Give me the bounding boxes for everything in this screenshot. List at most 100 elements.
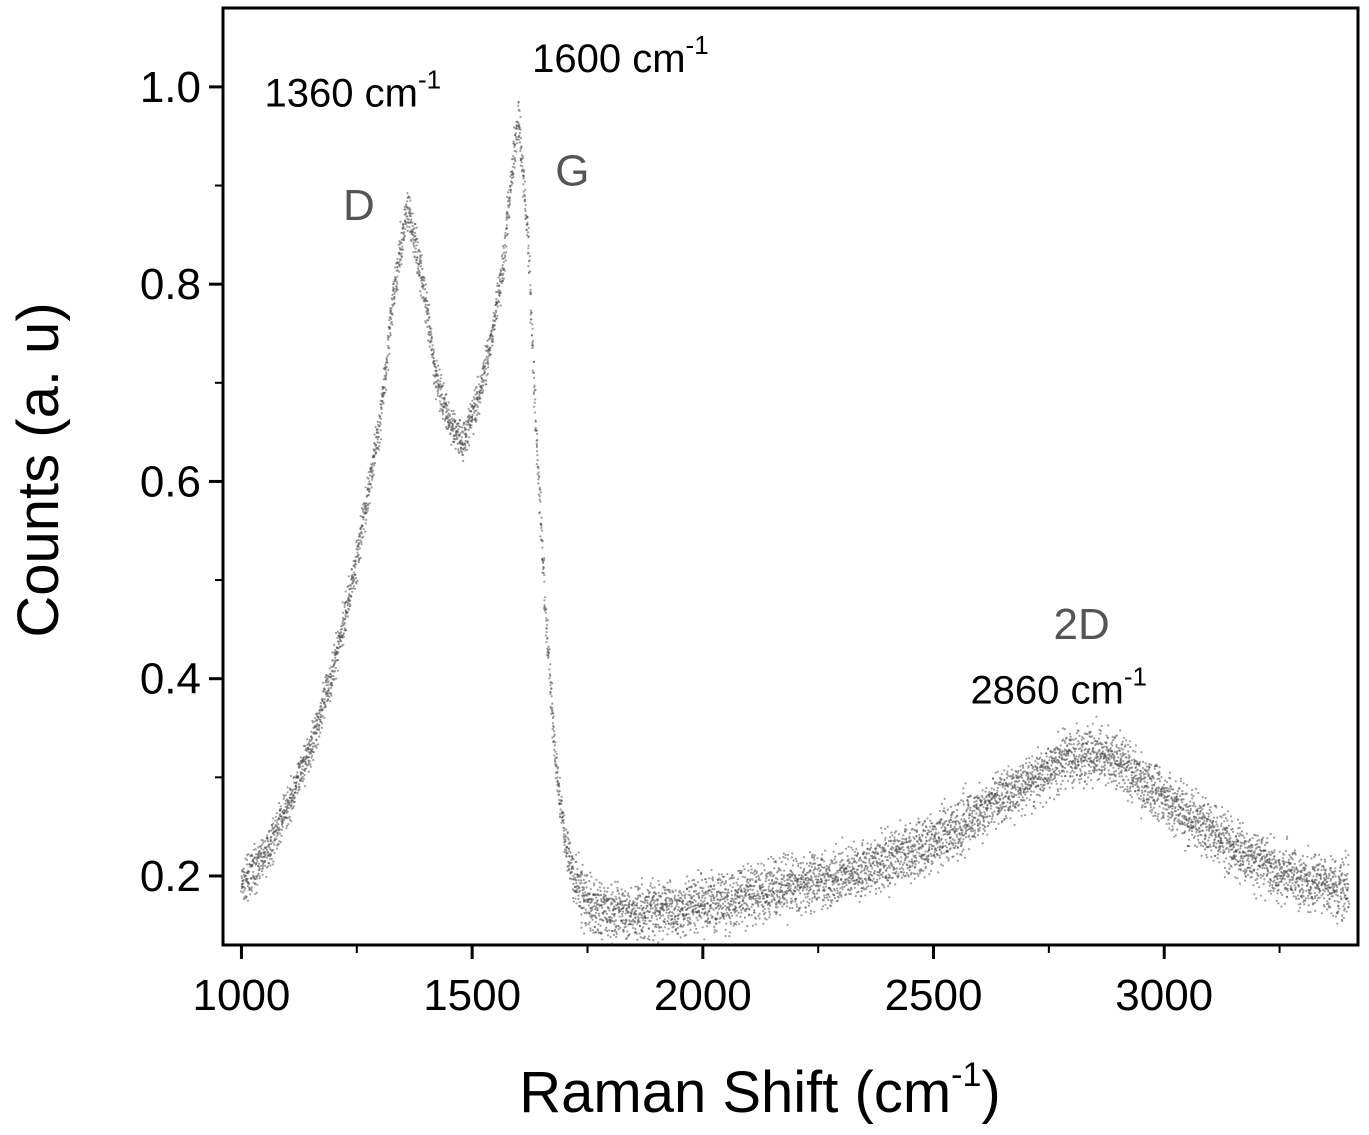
- data-point: [426, 300, 429, 303]
- data-point: [379, 417, 383, 420]
- data-point: [865, 882, 868, 885]
- data-point: [914, 854, 917, 857]
- data-point: [411, 221, 414, 224]
- data-point: [262, 841, 265, 844]
- data-point: [434, 375, 437, 378]
- data-point: [387, 338, 390, 341]
- data-point: [910, 858, 914, 861]
- data-point: [404, 213, 407, 216]
- data-point: [343, 627, 346, 630]
- data-point: [716, 911, 720, 914]
- data-point: [571, 855, 574, 858]
- data-point: [905, 863, 908, 866]
- data-point: [522, 190, 525, 193]
- data-point: [499, 292, 502, 295]
- data-point: [651, 877, 654, 880]
- data-point: [931, 833, 934, 836]
- data-point: [258, 866, 261, 870]
- data-point: [532, 405, 536, 408]
- data-point: [311, 745, 315, 748]
- data-point: [635, 904, 639, 907]
- data-point: [427, 319, 430, 322]
- data-point: [453, 412, 456, 416]
- data-point: [616, 886, 619, 890]
- data-point: [304, 769, 307, 773]
- data-point: [904, 830, 907, 833]
- data-point: [612, 933, 615, 937]
- data-point: [915, 823, 918, 826]
- data-point: [665, 899, 668, 903]
- data-point: [377, 435, 380, 439]
- data-point: [317, 727, 320, 730]
- data-point: [380, 406, 383, 409]
- data-point: [841, 866, 844, 870]
- data-point: [275, 838, 278, 841]
- data-point: [876, 880, 879, 883]
- data-point: [811, 853, 814, 856]
- data-point: [417, 265, 420, 268]
- data-point: [406, 192, 409, 195]
- data-point: [442, 405, 445, 409]
- data-point: [934, 828, 938, 831]
- data-point: [245, 895, 248, 898]
- data-point: [428, 325, 431, 328]
- data-point: [256, 860, 259, 863]
- data-point: [790, 897, 793, 900]
- data-point: [403, 234, 407, 238]
- data-point: [546, 637, 549, 640]
- data-point: [531, 339, 535, 343]
- data-point: [378, 424, 381, 428]
- data-point: [684, 893, 687, 896]
- data-point: [531, 369, 534, 372]
- data-point: [388, 327, 391, 330]
- data-point: [745, 907, 749, 910]
- data-point: [410, 240, 413, 243]
- data-point: [261, 870, 264, 873]
- data-point: [633, 901, 636, 904]
- data-point: [713, 925, 716, 929]
- data-point: [351, 587, 355, 590]
- data-point: [412, 251, 415, 254]
- data-point: [794, 885, 797, 889]
- data-point: [519, 149, 522, 152]
- data-point: [568, 847, 571, 850]
- data-point: [611, 902, 614, 905]
- data-point: [603, 896, 606, 899]
- data-point: [288, 815, 291, 819]
- data-point: [260, 847, 263, 850]
- data-point: [808, 851, 812, 854]
- data-point: [742, 899, 745, 902]
- data-point: [936, 853, 939, 856]
- data-point: [770, 893, 773, 896]
- data-point: [368, 502, 371, 505]
- data-point: [785, 899, 788, 902]
- data-point: [610, 917, 613, 920]
- data-point: [820, 878, 823, 881]
- data-point: [482, 361, 485, 364]
- data-point: [479, 385, 482, 388]
- data-point: [479, 375, 482, 378]
- data-point: [580, 913, 583, 916]
- data-point: [320, 704, 323, 708]
- data-point: [454, 419, 457, 422]
- data-point: [695, 916, 698, 919]
- data-point: [589, 871, 592, 874]
- data-point: [271, 848, 275, 852]
- data-point: [278, 813, 282, 816]
- data-point: [402, 226, 405, 229]
- data-point: [258, 855, 261, 858]
- data-point: [356, 551, 359, 554]
- data-point: [297, 775, 300, 778]
- data-point: [289, 788, 292, 791]
- data-point: [538, 512, 541, 515]
- data-point: [684, 896, 687, 900]
- data-point: [910, 871, 913, 875]
- data-point: [353, 571, 356, 574]
- data-point: [700, 916, 703, 919]
- data-point: [443, 419, 447, 422]
- data-point: [271, 863, 274, 866]
- data-point: [880, 826, 883, 830]
- data-point: [549, 663, 552, 666]
- data-point: [710, 868, 713, 872]
- data-point: [817, 875, 820, 878]
